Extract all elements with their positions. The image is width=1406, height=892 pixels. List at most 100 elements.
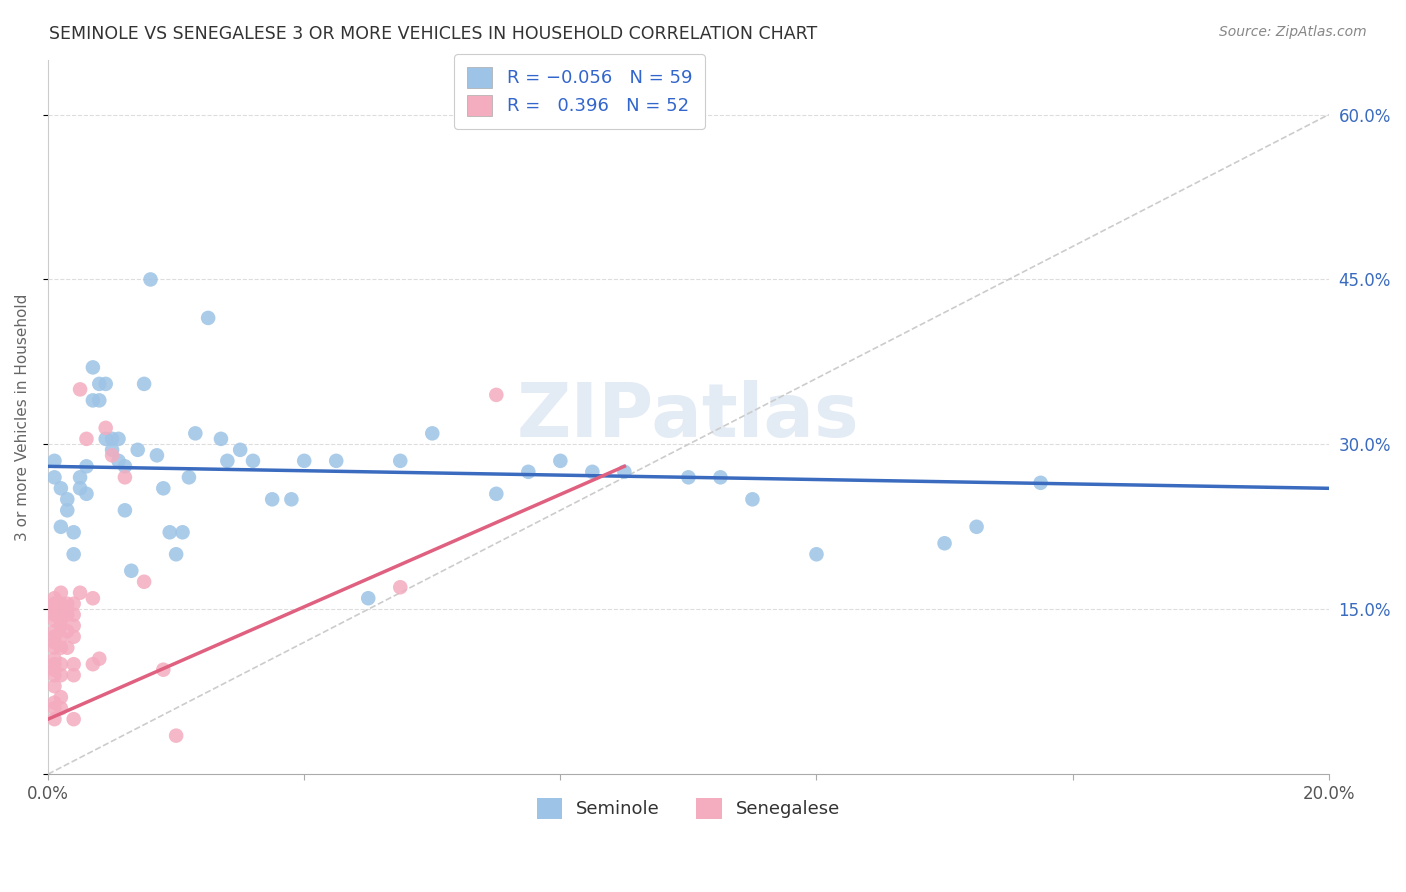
- Point: [62, 618, 84, 632]
- Point: [56, 607, 79, 622]
- Point: [44, 651, 66, 665]
- Point: [132, 574, 155, 589]
- Point: [89, 376, 111, 391]
- Y-axis label: 3 or more Vehicles in Household: 3 or more Vehicles in Household: [15, 293, 30, 541]
- Point: [62, 712, 84, 726]
- Point: [44, 679, 66, 693]
- Point: [56, 624, 79, 639]
- Point: [420, 426, 443, 441]
- Point: [82, 591, 104, 606]
- Point: [1029, 475, 1052, 490]
- Point: [292, 454, 315, 468]
- Point: [132, 376, 155, 391]
- Point: [389, 580, 412, 594]
- Point: [62, 547, 84, 561]
- Point: [49, 613, 72, 627]
- Point: [197, 310, 219, 325]
- Point: [44, 668, 66, 682]
- Text: ZIPatlas: ZIPatlas: [517, 380, 859, 453]
- Point: [62, 657, 84, 672]
- Point: [101, 432, 124, 446]
- Point: [56, 492, 79, 507]
- Point: [44, 630, 66, 644]
- Point: [69, 383, 91, 397]
- Point: [69, 470, 91, 484]
- Point: [76, 432, 98, 446]
- Point: [69, 586, 91, 600]
- Point: [262, 492, 284, 507]
- Point: [966, 520, 988, 534]
- Point: [934, 536, 956, 550]
- Point: [49, 640, 72, 655]
- Point: [581, 465, 603, 479]
- Point: [741, 492, 763, 507]
- Point: [550, 454, 572, 468]
- Point: [159, 525, 181, 540]
- Point: [44, 591, 66, 606]
- Point: [217, 454, 239, 468]
- Point: [107, 432, 129, 446]
- Point: [76, 487, 98, 501]
- Text: Source: ZipAtlas.com: Source: ZipAtlas.com: [1219, 25, 1367, 39]
- Point: [49, 668, 72, 682]
- Point: [709, 470, 731, 484]
- Point: [44, 602, 66, 616]
- Point: [89, 393, 111, 408]
- Point: [389, 454, 412, 468]
- Point: [82, 393, 104, 408]
- Point: [69, 481, 91, 495]
- Point: [49, 618, 72, 632]
- Point: [357, 591, 380, 606]
- Point: [49, 597, 72, 611]
- Point: [62, 525, 84, 540]
- Point: [107, 454, 129, 468]
- Point: [49, 690, 72, 705]
- Point: [44, 663, 66, 677]
- Point: [242, 454, 264, 468]
- Point: [101, 442, 124, 457]
- Point: [120, 564, 142, 578]
- Point: [806, 547, 828, 561]
- Point: [44, 597, 66, 611]
- Point: [101, 448, 124, 462]
- Point: [82, 657, 104, 672]
- Point: [44, 454, 66, 468]
- Point: [114, 459, 136, 474]
- Point: [152, 663, 174, 677]
- Point: [613, 465, 636, 479]
- Point: [165, 547, 187, 561]
- Point: [44, 607, 66, 622]
- Point: [114, 503, 136, 517]
- Point: [172, 525, 194, 540]
- Legend: Seminole, Senegalese: Seminole, Senegalese: [530, 790, 848, 826]
- Point: [517, 465, 540, 479]
- Point: [94, 421, 117, 435]
- Point: [127, 442, 149, 457]
- Point: [49, 607, 72, 622]
- Point: [485, 487, 508, 501]
- Point: [44, 635, 66, 649]
- Point: [177, 470, 200, 484]
- Point: [280, 492, 302, 507]
- Point: [76, 459, 98, 474]
- Point: [62, 668, 84, 682]
- Point: [114, 470, 136, 484]
- Point: [49, 701, 72, 715]
- Point: [139, 272, 162, 286]
- Point: [49, 481, 72, 495]
- Point: [152, 481, 174, 495]
- Point: [94, 432, 117, 446]
- Point: [49, 657, 72, 672]
- Point: [49, 630, 72, 644]
- Point: [82, 360, 104, 375]
- Point: [209, 432, 232, 446]
- Point: [165, 729, 187, 743]
- Point: [62, 597, 84, 611]
- Point: [325, 454, 347, 468]
- Point: [62, 630, 84, 644]
- Text: SEMINOLE VS SENEGALESE 3 OR MORE VEHICLES IN HOUSEHOLD CORRELATION CHART: SEMINOLE VS SENEGALESE 3 OR MORE VEHICLE…: [49, 25, 817, 43]
- Point: [44, 712, 66, 726]
- Point: [56, 597, 79, 611]
- Point: [44, 701, 66, 715]
- Point: [89, 651, 111, 665]
